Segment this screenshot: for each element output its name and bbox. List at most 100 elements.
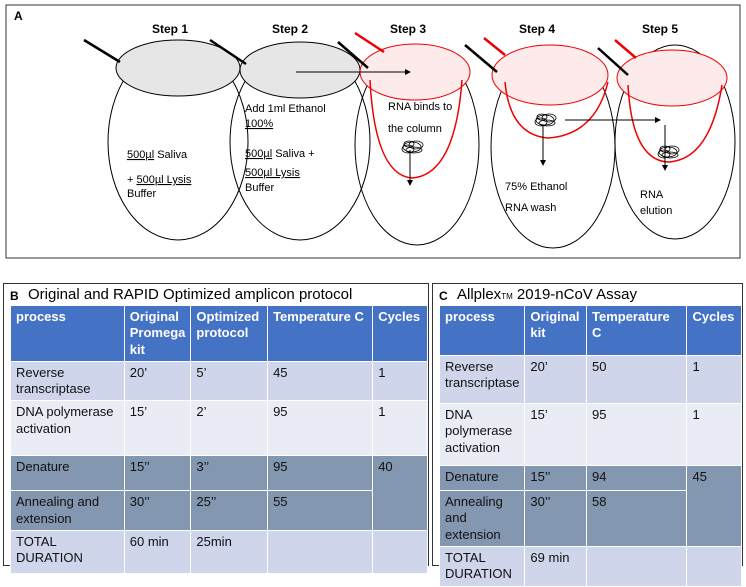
cell: Denature [10,455,125,492]
header-row: process Original Promega kit Optimized pro… [10,305,428,362]
row: Denature 15’’ 94 45 [438,465,742,547]
panel-title: AllplexTM 2019-nCoV Assay [457,286,637,303]
header-cell: Cycles [372,305,428,362]
text-part: 100% [245,118,273,130]
text-part: 500µl Lysis [136,174,191,186]
header-cell: process [438,305,526,356]
title-text: 2019-nCoV Assay [512,286,637,303]
empty-cell [372,529,428,574]
rna [661,151,679,159]
panel-border [5,4,741,259]
pipette [209,38,247,66]
cell: 1 [372,400,428,457]
tube [614,44,736,240]
cell: 1 [686,355,742,404]
cell: 58 [585,490,688,547]
text-part: Buffer [245,182,274,194]
text-part: + [127,174,136,186]
cell: 50 [585,355,688,404]
column [504,81,609,139]
cell: TOTAL DURATION [10,529,125,574]
cell: 30’’ [524,490,587,547]
text-part: Saliva + [272,148,315,160]
step-text: 100% [245,118,273,130]
step-text: the column [388,123,442,135]
empty-cell [585,545,688,587]
step: Step 3 RNA binds to the column [337,22,480,246]
cell: 94 [585,465,688,491]
rna [538,119,556,127]
cell: 45 [267,360,374,402]
text-part: 500µl Lysis [245,167,300,179]
panel-label: B [10,289,19,303]
step-text: RNA wash [505,202,556,214]
step-title: Step 2 [272,22,308,36]
row: Denature 15’’ 3’’ 95 40 [10,455,428,531]
empty-cell [686,545,742,587]
step: Step 4 75% Ethanol RNA wash [464,22,616,249]
cell: Annealing and extension [438,490,526,547]
header-cell: Cycles [686,305,742,356]
cell: TOTAL DURATION [438,545,526,587]
pipette [464,44,498,73]
cell: 1 [372,360,428,402]
text-part: 500µl [245,148,272,160]
rna [408,140,424,150]
pipette [597,47,629,76]
cell: 60 min [123,529,192,574]
pipette [483,37,506,56]
row: DNA polymerase activation 15’ 2’ 95 1 [10,400,428,457]
text-part: Buffer [127,188,156,200]
row: TOTAL DURATION 60 min 25min [10,529,428,574]
column-top [616,49,728,107]
step-text: + 500µl Lysis [127,174,192,186]
row: Annealing and extension 30’’ 58 [438,490,742,547]
step: Step 5 RNA elution [597,22,736,240]
empty-cell [267,529,374,574]
row: Annealing and extension 30’’ 25’’ 55 [10,490,428,531]
row: Reverse transcriptase 20’ 5’ 45 1 [10,360,428,402]
title-sub: TM [501,292,513,301]
table: process Original Promega kit Optimized pro… [10,305,428,574]
cell: 20’ [123,360,192,402]
row: TOTAL DURATION 69 min [438,545,742,587]
panel-b: B Original and RAPID Optimized amplicon … [3,283,429,574]
step-title: Step 1 [152,22,188,36]
rna [405,146,423,154]
step-text: Add 1ml Ethanol [245,103,326,115]
panel-label: C [439,289,448,303]
step: Step 1 500µl Saliva + 500µl Lysis Buffer [83,22,249,241]
text-part: RNA wash [505,202,556,214]
text-part: RNA [640,189,664,201]
cell: 15’’ [123,455,192,492]
step-title: Step 3 [390,22,426,36]
text-part: RNA binds to [388,101,452,113]
cell: 45 [686,465,742,547]
header-row: process Original kit Temperature C Cycles [438,305,742,356]
column [369,79,463,179]
text-part: the column [388,123,442,135]
step-text: 500µl Saliva + [245,148,315,160]
cell: 30’’ [123,490,192,531]
header-cell: Optimized protocol [190,305,269,362]
cell: 25min [190,529,269,574]
header-cell: Temperature C [585,305,688,356]
row: Reverse transcriptase 20’ 50 1 [438,355,742,404]
cell: DNA polymerase activation [10,400,125,457]
cell: 40 [372,455,428,531]
table: process Original kit Temperature C Cycles Re… [438,305,742,587]
step-text: 500µl Lysis [245,167,300,179]
panel-title: Original and RAPID Optimized amplicon pr… [28,286,352,303]
step-text: 75% Ethanol [505,181,567,193]
header-cell: process [10,305,125,362]
pipette [354,31,385,54]
cell: 95 [267,400,374,457]
cell: 95 [267,455,374,492]
cell: DNA polymerase activation [438,403,526,466]
column-top [491,44,609,106]
header-cell: Original Promega kit [123,305,192,362]
header-cell: Temperature C [267,305,374,362]
text-part: elution [640,205,672,217]
